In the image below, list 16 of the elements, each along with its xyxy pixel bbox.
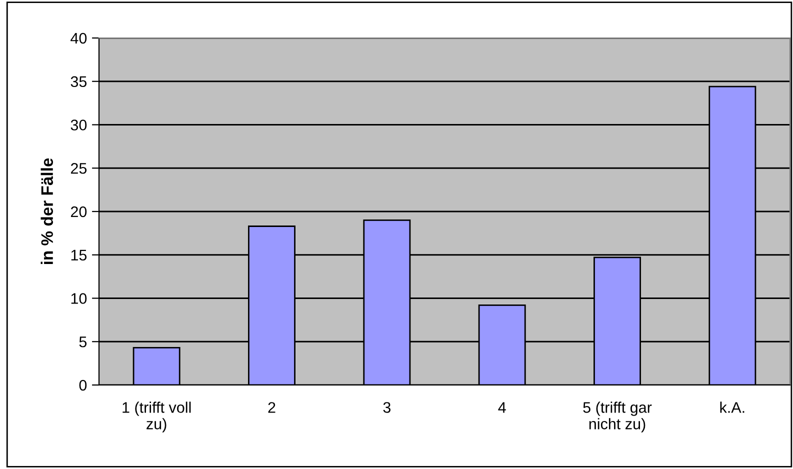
y-tick-label: 30 — [70, 120, 87, 130]
x-tick-label: 5 (trifft gar nicht zu) — [583, 402, 652, 432]
y-tick-label: 15 — [71, 250, 87, 261]
y-axis-title: in % der Fälle — [40, 158, 54, 264]
x-tick-label: k.A. — [720, 402, 744, 413]
x-tick-label: 2 — [268, 402, 276, 413]
y-tick-label: 25 — [70, 162, 87, 174]
y-tick-label: 40 — [70, 32, 87, 44]
y-tick-label: 20 — [70, 206, 87, 218]
x-tick-label: 4 — [498, 402, 506, 413]
y-tick-label: 35 — [70, 76, 87, 88]
x-tick-label: 3 — [383, 402, 390, 413]
y-tick-label: 5 — [79, 336, 87, 348]
x-tick-label: 1 (trifft voll zu) — [122, 402, 191, 432]
y-tick-label: 10 — [71, 293, 87, 304]
y-tick-label: 0 — [79, 380, 87, 391]
